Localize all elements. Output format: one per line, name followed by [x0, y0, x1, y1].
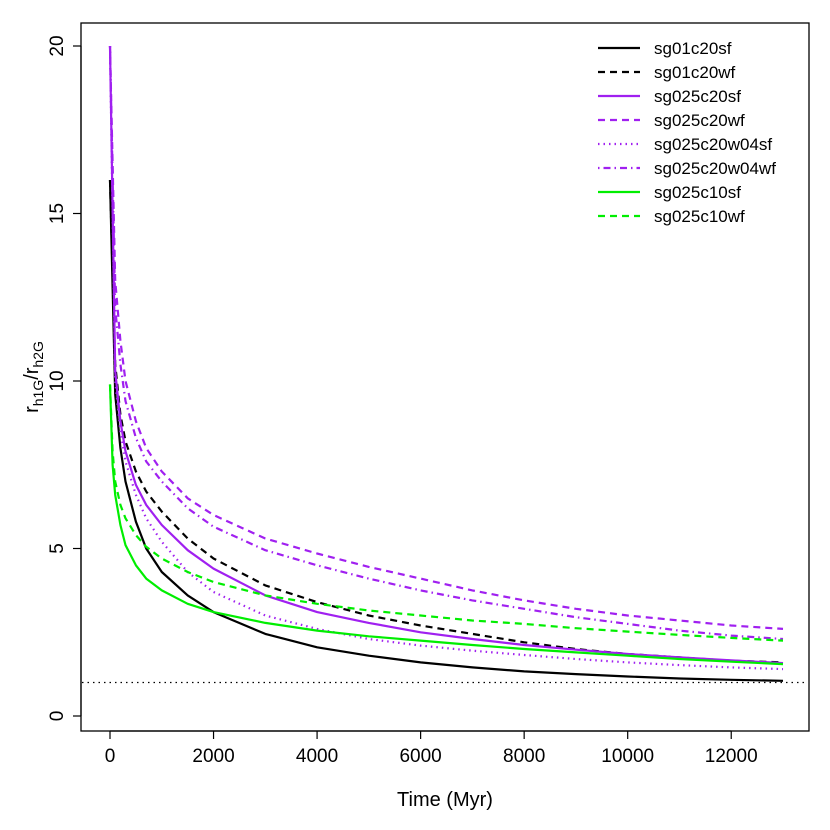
legend-label-sg025c20w04wf: sg025c20w04wf — [654, 159, 776, 178]
x-axis-title: Time (Myr) — [397, 789, 493, 811]
x-tick-label: 8000 — [503, 746, 545, 767]
x-tick-label: 12000 — [705, 746, 758, 767]
y-axis: 0 5 10 15 20 — [47, 35, 82, 722]
y-tick-label: 15 — [47, 203, 68, 224]
y-axis-title-main: r — [21, 406, 43, 413]
y-tick-label: 5 — [47, 543, 68, 554]
x-tick-label: 0 — [105, 746, 116, 767]
legend-label-sg025c10wf: sg025c10wf — [654, 207, 745, 226]
series-line-sg025c10wf — [108, 384, 784, 642]
series-line-sg025c20w04wf — [108, 45, 784, 641]
x-tick-label: 10000 — [601, 746, 654, 767]
legend-label-sg025c20sf: sg025c20sf — [654, 87, 741, 106]
series-line-sg01c20sf — [108, 179, 784, 682]
y-axis-title-sub1: h1G — [30, 380, 46, 406]
legend-label-sg01c20wf: sg01c20wf — [654, 63, 736, 82]
series-line-sg025c20w04sf — [108, 45, 784, 671]
y-tick-label: 20 — [47, 35, 68, 56]
series-line-sg01c20wf — [108, 179, 784, 664]
x-tick-label: 2000 — [192, 746, 234, 767]
x-tick-label: 6000 — [399, 746, 441, 767]
legend-label-sg025c10sf: sg025c10sf — [654, 183, 741, 202]
y-axis-title: rh1G/rh2G — [21, 341, 46, 413]
series-line-sg025c20sf — [108, 45, 784, 665]
series-layer — [108, 45, 784, 682]
x-tick-label: 4000 — [296, 746, 338, 767]
y-axis-title-sep: /r — [21, 367, 43, 380]
y-axis-title-sub2: h2G — [30, 341, 46, 367]
legend-label-sg025c20wf: sg025c20wf — [654, 111, 745, 130]
legend: sg01c20sf sg01c20wf sg025c20sf sg025c20wf sg… — [598, 39, 776, 226]
legend-label-sg025c20w04sf: sg025c20w04sf — [654, 135, 772, 154]
series-line-sg025c10sf — [108, 384, 784, 666]
legend-label-sg01c20sf: sg01c20sf — [654, 39, 732, 58]
y-tick-label: 0 — [47, 711, 68, 722]
series-line-sg025c20wf — [108, 45, 784, 630]
y-tick-label: 10 — [47, 370, 68, 391]
x-axis: 0 2000 4000 6000 8000 10000 12000 — [105, 730, 758, 767]
